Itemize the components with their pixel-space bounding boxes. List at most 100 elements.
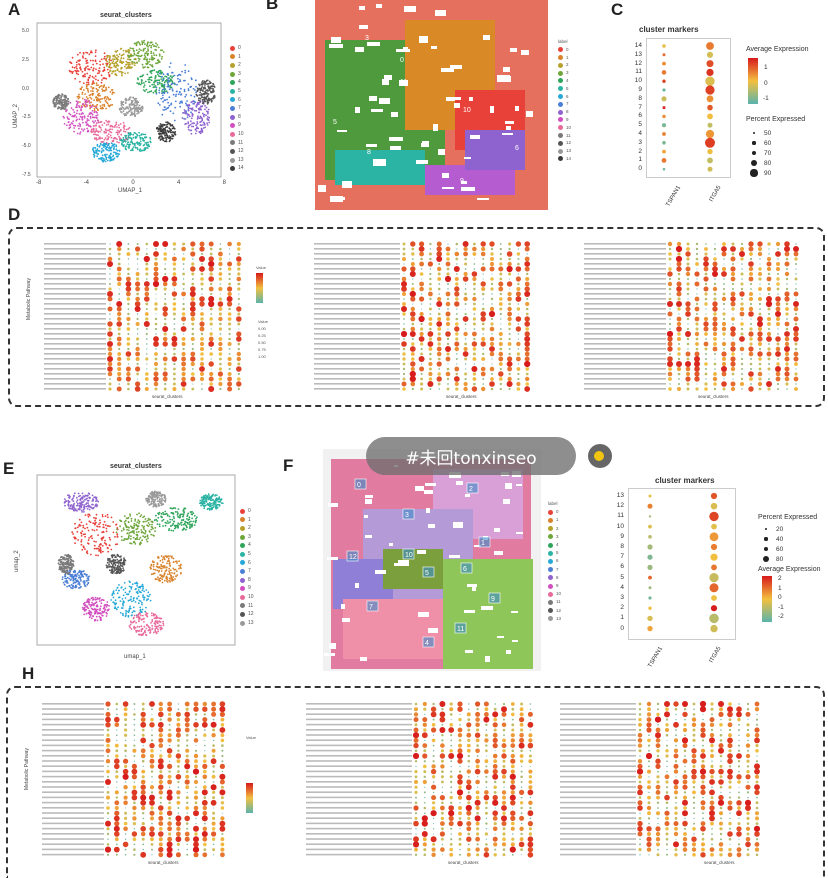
umap-point: [206, 495, 209, 497]
umap-point: [71, 508, 74, 510]
pathway-dot: [420, 373, 423, 375]
umap-point: [128, 103, 131, 106]
pathway-dot: [173, 347, 176, 351]
umap-point: [166, 514, 169, 517]
pathway-dot: [116, 386, 122, 392]
umap-point: [54, 105, 57, 108]
umap-point: [108, 61, 111, 64]
pathway-label: [314, 343, 400, 345]
umap-point: [190, 526, 193, 528]
umap-point: [150, 57, 153, 59]
umap-point: [196, 90, 199, 93]
pathway-dot: [685, 301, 691, 307]
umap-point: [89, 74, 91, 77]
umap-point: [136, 103, 139, 106]
pathway-dot: [134, 386, 141, 392]
spatial-gap: [367, 42, 380, 46]
umap-point: [150, 72, 153, 75]
pathway-dot: [784, 346, 790, 352]
umap-point: [159, 69, 162, 72]
umap-point: [147, 595, 150, 598]
umap-point: [100, 58, 103, 61]
umap-point: [146, 519, 149, 522]
umap-a-legend: 0 1 2 3 4 5 6 7 8 9 10 11 12 13 14: [230, 44, 244, 173]
umap-point: [165, 140, 168, 142]
umap-point: [75, 501, 78, 503]
umap-point: [81, 606, 84, 609]
marker-cluster-label: 5: [638, 121, 642, 129]
umap-point: [160, 133, 162, 135]
umap-point: [128, 127, 131, 129]
pathway-dot: [472, 246, 477, 252]
umap-point: [86, 52, 89, 54]
umap-point: [125, 49, 127, 52]
umap-point: [182, 523, 185, 526]
pathway-dot: [456, 363, 458, 365]
pathway-dot: [687, 278, 689, 280]
umap-point: [173, 131, 176, 134]
pathway-label: [314, 358, 400, 360]
umap-point: [94, 116, 96, 119]
umap-point: [161, 520, 164, 522]
umap-point: [204, 84, 206, 86]
pathway-label: [314, 253, 400, 255]
pathway-dot: [436, 241, 442, 247]
umap-point: [122, 49, 125, 52]
umap-point: [84, 93, 86, 95]
umap-point: [73, 130, 75, 133]
umap-point: [115, 66, 117, 69]
pathway-dot: [208, 256, 214, 262]
umap-a-legend-swatch: [230, 131, 235, 137]
spatial-b-legend-label: 8: [566, 109, 569, 115]
umap-point: [76, 530, 79, 533]
pathway-dot: [456, 273, 458, 275]
umap-point: [100, 599, 103, 602]
umap-point: [197, 103, 200, 106]
pathway-dot: [154, 322, 158, 326]
pathway-dot: [488, 310, 496, 318]
pathway-dot: [172, 272, 177, 276]
umap-point: [86, 508, 89, 510]
umap-point: [105, 605, 108, 608]
pathway-dot: [116, 306, 122, 312]
pathway-dot: [181, 316, 187, 322]
umap-a-legend-label: 9: [238, 122, 241, 129]
marker-dot: [706, 60, 714, 68]
pathway-dot: [226, 296, 233, 302]
umap-point: [142, 137, 144, 140]
spatial-gap: [391, 112, 398, 117]
pathway-dot: [200, 317, 204, 321]
umap-point: [112, 596, 115, 599]
umap-point: [157, 83, 159, 86]
spatial-b-legend-label: 7: [566, 101, 569, 107]
spatial-b-cluster-tag: 9: [460, 178, 464, 185]
pathway-dot: [739, 311, 745, 317]
umap-point: [78, 569, 81, 572]
dotplot-c-gene-2: ITGA5: [708, 185, 723, 204]
pathway-dot: [453, 266, 460, 272]
umap-point: [89, 117, 92, 119]
umap-point: [156, 81, 159, 84]
pathway-dot: [164, 293, 167, 295]
pathway-dot: [410, 366, 415, 372]
pathway-dot: [219, 322, 222, 326]
pathway-dot: [427, 261, 433, 267]
umap-point: [97, 138, 100, 140]
pathway-dot: [676, 361, 682, 367]
umap-point: [147, 49, 150, 52]
umap-point: [109, 152, 112, 155]
umap-point: [125, 612, 127, 615]
pathway-dot: [730, 246, 736, 252]
umap-point: [81, 70, 84, 73]
umap-point: [153, 83, 155, 86]
umap-point: [115, 589, 118, 591]
pathway-label: [314, 303, 400, 305]
umap-a-legend-item: 11: [230, 139, 244, 148]
umap-point: [67, 102, 70, 105]
pathway-dot: [237, 267, 241, 271]
umap-point: [108, 544, 111, 546]
umap-point: [105, 86, 107, 89]
umap-point: [86, 59, 88, 62]
umap-point: [120, 133, 123, 136]
umap-point: [112, 62, 115, 65]
